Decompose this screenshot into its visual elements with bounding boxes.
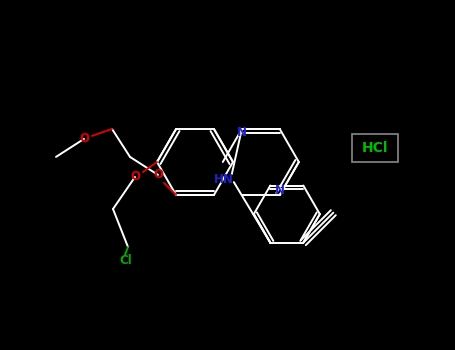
Text: Cl: Cl (120, 254, 132, 267)
Text: HN: HN (214, 173, 234, 186)
Text: O: O (79, 132, 89, 145)
Text: O: O (153, 168, 163, 181)
Text: HCl: HCl (362, 141, 388, 155)
Text: N: N (275, 184, 285, 197)
Text: N: N (237, 126, 247, 139)
FancyBboxPatch shape (352, 134, 398, 162)
Text: O: O (130, 170, 140, 183)
